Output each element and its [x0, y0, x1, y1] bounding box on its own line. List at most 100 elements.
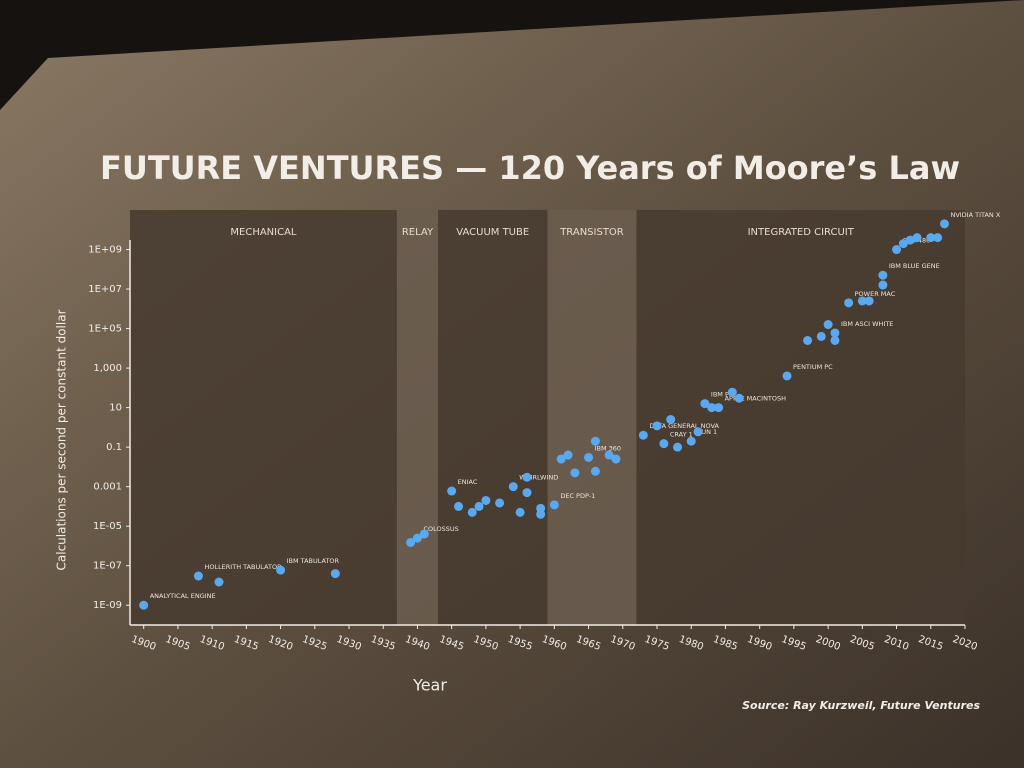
data-point	[522, 488, 532, 498]
era-label: RELAY	[402, 227, 434, 238]
data-point	[727, 387, 737, 397]
point-label: CRAY 1	[670, 431, 693, 439]
data-point	[905, 235, 915, 245]
data-point	[515, 507, 525, 517]
y-tick-label: 1E-09	[93, 600, 122, 611]
data-point	[536, 509, 546, 519]
era-label: MECHANICAL	[230, 227, 297, 238]
data-point	[522, 472, 532, 482]
y-tick-label: 0.1	[106, 442, 122, 453]
point-label: HOLLERITH TABULATOR	[204, 563, 282, 571]
data-point	[276, 565, 286, 575]
data-point	[857, 296, 867, 306]
point-label: POWER MAC	[855, 290, 896, 298]
data-point	[864, 296, 874, 306]
data-point	[139, 600, 149, 610]
chart-title: FUTURE VENTURES — 120 Years of Moore’s L…	[100, 149, 960, 187]
data-point	[584, 452, 594, 462]
data-point	[495, 498, 505, 508]
data-point	[666, 415, 676, 425]
data-point	[898, 239, 908, 249]
era-label: TRANSISTOR	[559, 227, 624, 238]
data-point	[508, 482, 518, 492]
data-point	[659, 439, 669, 449]
point-label: IBM 360	[595, 444, 621, 452]
data-point	[912, 233, 922, 243]
data-point	[454, 501, 464, 511]
data-point	[933, 233, 943, 243]
data-point	[830, 335, 840, 345]
point-label: DEC PDP-1	[560, 492, 595, 500]
data-point	[611, 454, 621, 464]
data-point	[474, 501, 484, 511]
y-tick-label: 1E-07	[93, 561, 122, 572]
point-label: IBM TABULATOR	[287, 557, 340, 565]
data-point	[412, 533, 422, 543]
data-point	[700, 399, 710, 409]
data-point	[823, 320, 833, 330]
data-point	[556, 454, 566, 464]
data-point	[830, 328, 840, 338]
data-point	[467, 507, 477, 517]
data-point	[673, 442, 683, 452]
point-label: NVIDIA TITAN X	[950, 211, 1000, 219]
point-label: ENIAC	[458, 478, 478, 486]
y-tick-label: 0.001	[93, 482, 122, 493]
point-label: APPLE MACINTOSH	[725, 395, 787, 403]
data-point	[926, 233, 936, 243]
data-point	[590, 466, 600, 476]
y-tick-label: 10	[109, 403, 122, 414]
data-point	[878, 280, 888, 290]
data-point	[803, 335, 813, 345]
point-label: IBM PC	[711, 391, 734, 399]
y-tick-label: 1E+09	[88, 245, 122, 256]
point-label: WHIRLWIND	[519, 474, 558, 482]
data-point	[193, 571, 203, 581]
point-label: COLOSSUS	[423, 525, 458, 533]
data-point	[447, 486, 457, 496]
data-point	[878, 270, 888, 280]
point-label: IBM ASCI WHITE	[841, 320, 893, 328]
era-band	[437, 210, 548, 625]
data-point	[638, 430, 648, 440]
data-point	[652, 421, 662, 431]
data-point	[549, 500, 559, 510]
era-band	[396, 210, 438, 625]
data-point	[330, 569, 340, 579]
data-point	[563, 450, 573, 460]
point-label: IBM BLUE GENE	[889, 262, 940, 270]
x-axis-label: Year	[412, 676, 447, 695]
y-tick-label: 1,000	[93, 363, 122, 374]
data-point	[693, 427, 703, 437]
data-point	[844, 298, 854, 308]
data-point	[481, 495, 491, 505]
data-point	[939, 219, 949, 229]
y-tick-label: 1E-05	[93, 521, 122, 532]
era-band	[636, 210, 965, 625]
point-label: SUN 1	[697, 428, 717, 436]
era-band	[547, 210, 637, 625]
era-band	[130, 210, 397, 625]
point-label: PENTIUM PC	[793, 363, 833, 371]
point-label: DATA GENERAL NOVA	[649, 422, 719, 430]
point-label: ANALYTICAL ENGINE	[150, 592, 216, 600]
y-axis-label: Calculations per second per constant dol…	[55, 309, 69, 570]
data-point	[892, 245, 902, 255]
plot: MECHANICAL RELAY VACUUM TUBE TRANSISTOR INTE…	[88, 210, 1001, 653]
data-point	[590, 436, 600, 446]
y-tick-label: 1E+07	[88, 284, 122, 295]
data-point	[707, 403, 717, 413]
data-point	[570, 468, 580, 478]
data-point	[734, 393, 744, 403]
data-point	[816, 331, 826, 341]
data-point	[419, 529, 429, 539]
data-point	[214, 577, 224, 587]
y-tick-label: 1E+05	[88, 324, 122, 335]
source: Source: Ray Kurzweil, Future Ventures	[742, 699, 980, 712]
era-label: VACUUM TUBE	[456, 227, 529, 238]
era-label: INTEGRATED CIRCUIT	[748, 227, 855, 238]
data-point	[406, 537, 416, 547]
data-point	[686, 436, 696, 446]
data-point	[604, 450, 614, 460]
